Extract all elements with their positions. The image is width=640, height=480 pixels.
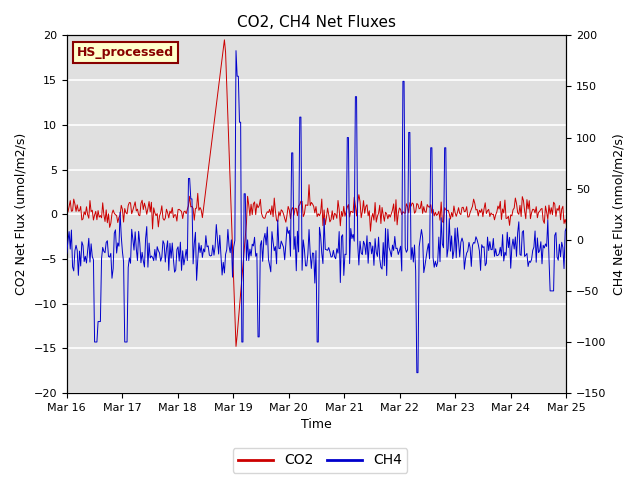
Title: CO2, CH4 Net Fluxes: CO2, CH4 Net Fluxes (237, 15, 396, 30)
Text: HS_processed: HS_processed (77, 46, 174, 59)
Legend: CO2, CH4: CO2, CH4 (232, 448, 408, 473)
Y-axis label: CO2 Net Flux (umol/m2/s): CO2 Net Flux (umol/m2/s) (15, 133, 28, 295)
X-axis label: Time: Time (301, 419, 332, 432)
Y-axis label: CH4 Net Flux (nmol/m2/s): CH4 Net Flux (nmol/m2/s) (612, 133, 625, 295)
